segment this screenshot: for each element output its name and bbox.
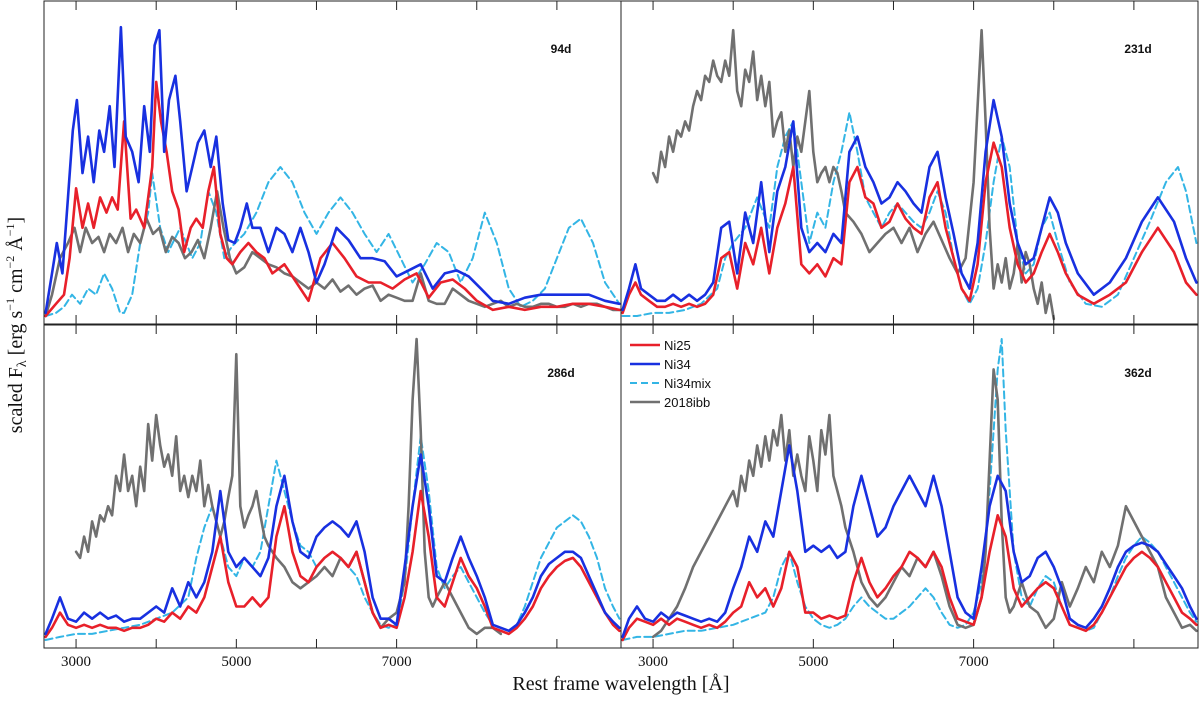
panel-frame [620, 324, 1199, 649]
legend-entry-ni34mix: Ni34mix [664, 376, 711, 391]
y-axis-title-group: scaled Fλ [erg s−1 cm−2 Å−1] [3, 217, 30, 433]
series-line-ni34mix-94d [44, 166, 621, 317]
series-line-ni34-362d [621, 444, 1198, 639]
panel-series-group [44, 25, 621, 318]
series-line-2018ibb-94d [44, 190, 621, 318]
series-line-ni25-286d [44, 489, 621, 639]
epoch-label-94d: 94d [551, 42, 572, 56]
panel-frame [43, 0, 622, 325]
legend-entry-ni25: Ni25 [664, 338, 691, 353]
series-line-2018ibb-286d [74, 337, 503, 636]
y-axis-title: scaled Fλ [erg s−1 cm−2 Å−1] [3, 217, 30, 433]
x-tick-label-3000: 3000 [638, 654, 668, 670]
panel-series-group [621, 28, 1198, 321]
panel-231d: 231d [620, 0, 1199, 325]
series-line-ni25-94d [44, 80, 621, 318]
x-tick-label-7000: 7000 [382, 654, 412, 670]
x-tick-label-3000: 3000 [61, 654, 91, 670]
series-line-2018ibb-362d [651, 368, 1198, 639]
x-tick-label-5000: 5000 [798, 654, 828, 670]
panel-series-group [621, 338, 1198, 642]
legend-entry-2018ibb: 2018ibb [664, 395, 710, 410]
panel-94d: 94d [43, 0, 622, 325]
series-line-ni34mix-286d [44, 435, 621, 641]
panel-286d: 3000 5000 7000 286d [43, 324, 622, 670]
series-line-ni25-362d [621, 514, 1198, 642]
epoch-label-231d: 231d [1124, 42, 1151, 56]
series-line-ni34mix-231d [621, 111, 1198, 317]
series-line-ni34-286d [44, 453, 621, 636]
series-line-ni34-94d [44, 25, 621, 315]
series-line-ni34-231d [621, 98, 1198, 312]
x-axis-title: Rest frame wavelength [Å] [512, 673, 729, 695]
panel-362d: 3000 5000 7000 362d [620, 324, 1199, 670]
chart-legend: Ni25 Ni34 Ni34mix 2018ibb [630, 338, 711, 410]
series-line-ni25-231d [621, 141, 1198, 315]
x-tick-label-7000: 7000 [959, 654, 989, 670]
series-line-2018ibb-231d [651, 28, 1056, 321]
legend-entry-ni34: Ni34 [664, 357, 691, 372]
x-tick-label-5000: 5000 [221, 654, 251, 670]
panels-group: 94d 231d 3000 5000 7000 286d 3000 5000 7000 362d [43, 0, 1199, 670]
epoch-label-362d: 362d [1124, 366, 1151, 380]
epoch-label-286d: 286d [547, 366, 574, 380]
panel-frame [620, 0, 1199, 325]
panel-series-group [44, 337, 621, 641]
